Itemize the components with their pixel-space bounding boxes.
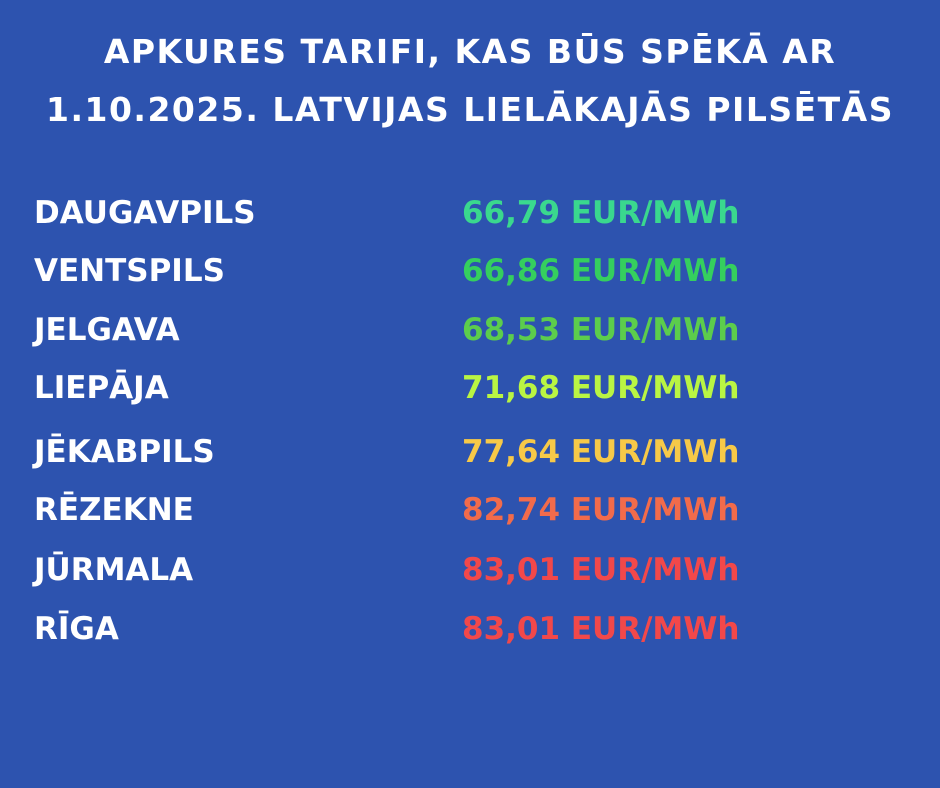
tariff-value: 83,01 EUR/MWh [462,552,740,588]
city-name: JŪRMALA [34,552,194,588]
city-name: RĒZEKNE [34,492,194,528]
city-name: RĪGA [34,611,119,647]
tariff-value: 66,86 EUR/MWh [462,253,740,289]
tariff-value: 71,68 EUR/MWh [462,370,740,406]
city-name: LIEPĀJA [34,370,169,406]
city-name: JELGAVA [34,312,180,348]
tariff-value: 68,53 EUR/MWh [462,312,740,348]
title-line: APKURES TARIFI, KAS BŪS SPĒKĀ AR [103,32,837,71]
city-name: VENTSPILS [34,253,225,289]
tariff-value: 77,64 EUR/MWh [462,434,740,470]
city-name: DAUGAVPILS [34,195,256,231]
tariff-value: 82,74 EUR/MWh [462,492,740,528]
tariff-value: 66,79 EUR/MWh [462,195,740,231]
city-name: JĒKABPILS [34,434,215,470]
tariff-value: 83,01 EUR/MWh [462,611,740,647]
title-line: 1.10.2025. LATVIJAS LIELĀKAJĀS PILSĒTĀS [46,90,894,129]
